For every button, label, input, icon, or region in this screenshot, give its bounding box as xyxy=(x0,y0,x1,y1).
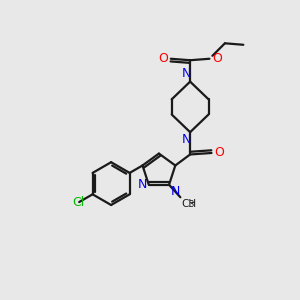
Text: CH: CH xyxy=(181,199,196,209)
Text: Cl: Cl xyxy=(72,196,84,209)
Text: O: O xyxy=(214,146,224,160)
Text: N: N xyxy=(182,134,191,146)
Text: N: N xyxy=(170,185,180,198)
Text: 3: 3 xyxy=(188,200,194,209)
Text: N: N xyxy=(138,178,147,191)
Text: O: O xyxy=(159,52,168,65)
Text: N: N xyxy=(182,68,191,80)
Text: O: O xyxy=(212,52,222,65)
